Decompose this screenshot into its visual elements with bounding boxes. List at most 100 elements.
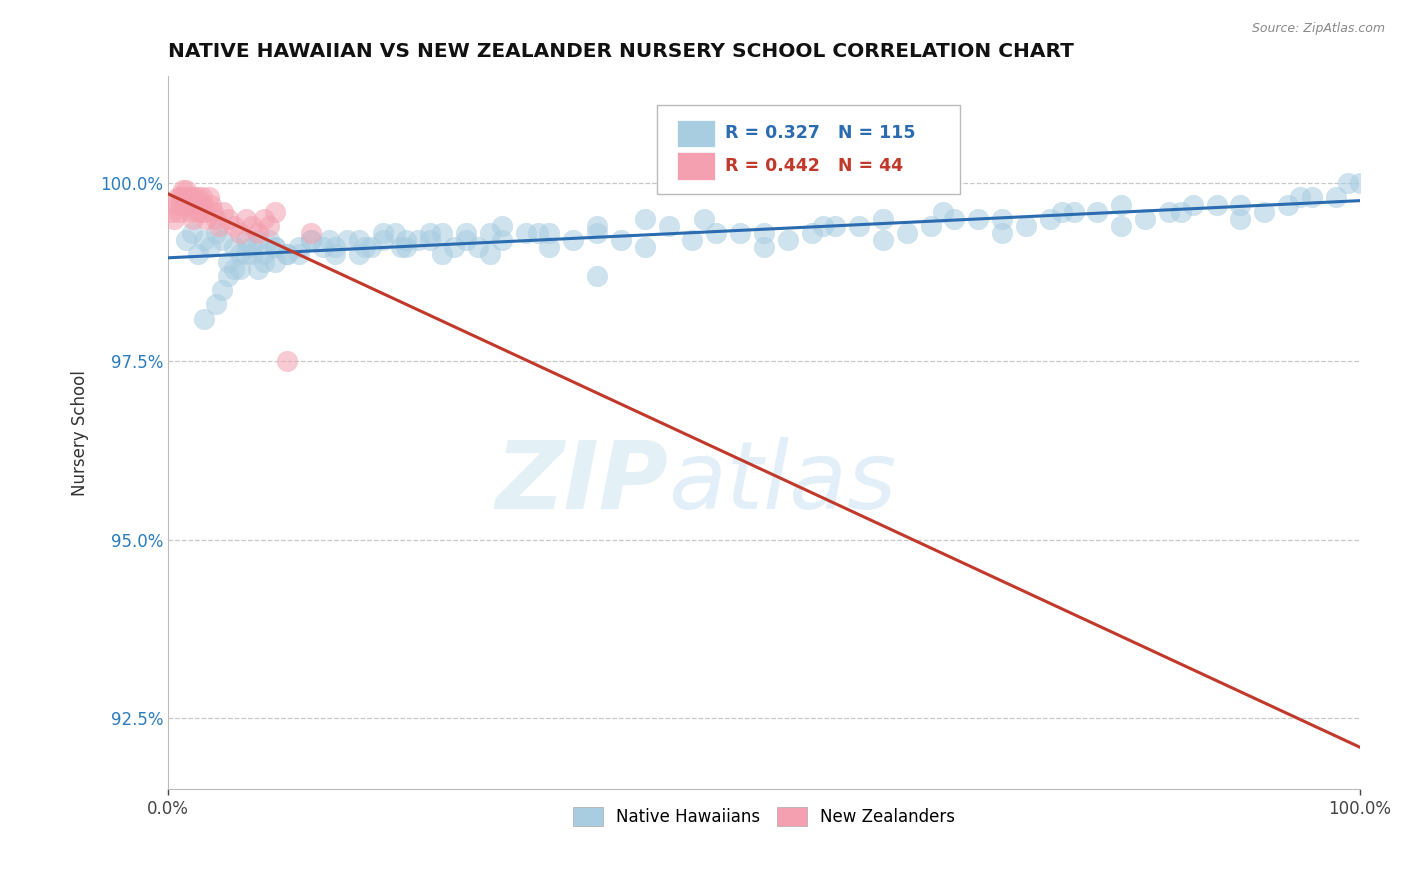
Point xyxy=(191,197,214,211)
Point xyxy=(610,233,633,247)
Text: NATIVE HAWAIIAN VS NEW ZEALANDER NURSERY SCHOOL CORRELATION CHART: NATIVE HAWAIIAN VS NEW ZEALANDER NURSERY… xyxy=(169,42,1074,61)
Point xyxy=(1157,204,1180,219)
Point xyxy=(167,204,190,219)
Point xyxy=(217,211,239,226)
Point xyxy=(347,247,370,261)
Point xyxy=(491,219,513,233)
FancyBboxPatch shape xyxy=(676,120,716,147)
Point xyxy=(166,190,188,204)
Point xyxy=(538,240,561,254)
Point xyxy=(222,261,245,276)
Point xyxy=(188,197,211,211)
Point xyxy=(432,226,454,240)
Point xyxy=(211,233,233,247)
Point xyxy=(1039,211,1062,226)
Point xyxy=(800,226,823,240)
Point xyxy=(384,226,406,240)
Point xyxy=(212,204,235,219)
Point xyxy=(1205,197,1227,211)
Point xyxy=(166,197,188,211)
Point xyxy=(240,247,263,261)
Point xyxy=(252,254,274,268)
Point xyxy=(193,233,215,247)
Point xyxy=(1050,204,1073,219)
Point xyxy=(1253,204,1275,219)
Point xyxy=(1063,204,1085,219)
Point xyxy=(228,226,250,240)
Point xyxy=(704,226,727,240)
Point xyxy=(197,190,219,204)
Point xyxy=(276,247,298,261)
Point xyxy=(1277,197,1299,211)
Point xyxy=(202,204,225,219)
Point xyxy=(312,240,335,254)
Point xyxy=(205,297,228,311)
Point xyxy=(491,233,513,247)
Point xyxy=(276,354,298,368)
Point xyxy=(190,190,212,204)
Point xyxy=(658,219,681,233)
Point xyxy=(776,233,799,247)
Point xyxy=(1289,190,1312,204)
Point xyxy=(186,204,208,219)
Point xyxy=(1015,219,1038,233)
Point xyxy=(173,190,195,204)
Point xyxy=(276,247,298,261)
Point xyxy=(813,219,835,233)
Point xyxy=(240,240,263,254)
Point xyxy=(1087,204,1109,219)
Point xyxy=(872,211,894,226)
Point xyxy=(1109,219,1132,233)
Point xyxy=(193,204,215,219)
Point xyxy=(848,219,870,233)
Point xyxy=(467,240,489,254)
Point xyxy=(198,240,221,254)
Point xyxy=(180,190,202,204)
Point xyxy=(195,211,218,226)
Point xyxy=(299,233,322,247)
Point xyxy=(1229,211,1251,226)
Point xyxy=(193,311,215,326)
FancyBboxPatch shape xyxy=(676,153,716,179)
Point xyxy=(389,240,412,254)
Point xyxy=(728,226,751,240)
Point xyxy=(163,211,186,226)
Point xyxy=(419,226,441,240)
Point xyxy=(586,268,609,283)
Point xyxy=(538,226,561,240)
Point xyxy=(872,233,894,247)
Point xyxy=(208,219,231,233)
Point xyxy=(1109,197,1132,211)
Point xyxy=(183,190,205,204)
Point xyxy=(246,226,269,240)
Point xyxy=(264,240,287,254)
Point xyxy=(478,247,501,261)
Point xyxy=(211,283,233,297)
Point xyxy=(200,197,222,211)
Point xyxy=(264,240,287,254)
Text: ZIP: ZIP xyxy=(496,436,669,529)
Point xyxy=(752,240,775,254)
Point xyxy=(181,226,204,240)
Point xyxy=(991,211,1014,226)
Point xyxy=(174,183,197,197)
Point xyxy=(371,233,394,247)
Point xyxy=(824,219,846,233)
Point xyxy=(205,211,228,226)
Point xyxy=(174,233,197,247)
Point xyxy=(205,226,228,240)
Point xyxy=(235,233,257,247)
Point xyxy=(526,226,548,240)
Point xyxy=(515,226,537,240)
Point xyxy=(240,219,263,233)
Point xyxy=(259,219,281,233)
Point xyxy=(443,240,465,254)
Point xyxy=(160,204,183,219)
Point xyxy=(991,226,1014,240)
Point xyxy=(169,190,191,204)
Point xyxy=(174,197,197,211)
Point xyxy=(181,197,204,211)
Text: R = 0.327   N = 115: R = 0.327 N = 115 xyxy=(724,124,915,142)
Point xyxy=(179,204,201,219)
Point xyxy=(1170,204,1192,219)
